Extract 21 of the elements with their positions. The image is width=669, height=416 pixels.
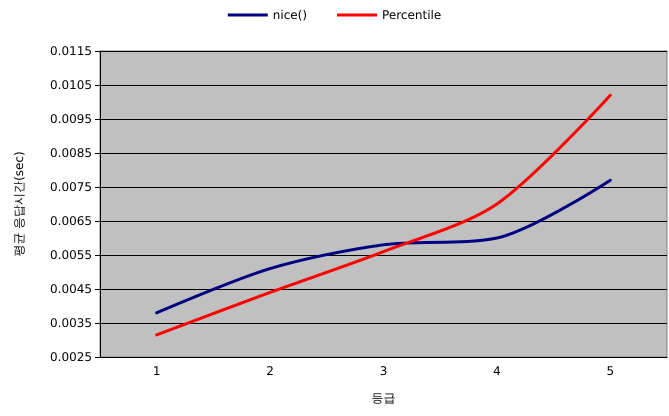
x-tick-label: 1 (152, 364, 161, 378)
y-tick-label: 0.0105 (50, 78, 92, 92)
y-tick-label: 0.0115 (50, 44, 92, 58)
y-tick-label: 0.0095 (50, 112, 92, 126)
legend-label: Percentile (382, 8, 442, 22)
legend-label: nice() (272, 8, 308, 22)
y-tick-label: 0.0065 (50, 214, 92, 228)
line-series (155, 178, 612, 314)
y-tick-label: 0.0085 (50, 146, 92, 160)
y-tick-label: 0.0055 (50, 248, 92, 262)
x-axis-title: 등급 (372, 391, 396, 405)
y-tick-label: 0.0075 (50, 180, 92, 194)
x-tick-label: 4 (493, 364, 501, 378)
y-tick-label: 0.0045 (50, 282, 92, 296)
x-tick-label: 3 (380, 364, 388, 378)
x-tick-label: 2 (266, 364, 274, 378)
line-series (155, 94, 612, 336)
y-tick-label: 0.0035 (50, 316, 92, 330)
y-axis-title: 평균 응답시간(sec) (12, 151, 26, 257)
x-tick-label: 5 (606, 364, 614, 378)
y-tick-label: 0.0025 (50, 350, 92, 364)
